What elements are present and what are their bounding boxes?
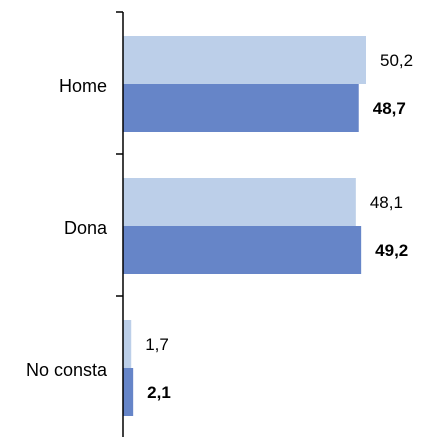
bars-group [123, 36, 366, 416]
category-label: Dona [64, 218, 108, 238]
data-label: 2,1 [147, 383, 171, 402]
labels-group: 50,2 48,7 Home 48,1 49,2 Dona 1,7 2,1 No consta [26, 51, 413, 402]
bar-dona-s1 [123, 178, 356, 226]
bar-dona-s2 [123, 226, 362, 274]
category-label: No consta [26, 360, 108, 380]
data-label: 1,7 [145, 335, 169, 354]
data-label: 49,2 [375, 241, 408, 260]
bar-home-s1 [123, 36, 366, 84]
bar-home-s2 [123, 84, 359, 132]
data-label: 48,7 [373, 99, 406, 118]
data-label: 48,1 [370, 193, 403, 212]
bar-no-consta-s1 [123, 320, 132, 368]
category-label: Home [59, 76, 107, 96]
category-axis [116, 11, 124, 437]
bar-no-consta-s2 [123, 368, 134, 416]
data-label: 50,2 [380, 51, 413, 70]
